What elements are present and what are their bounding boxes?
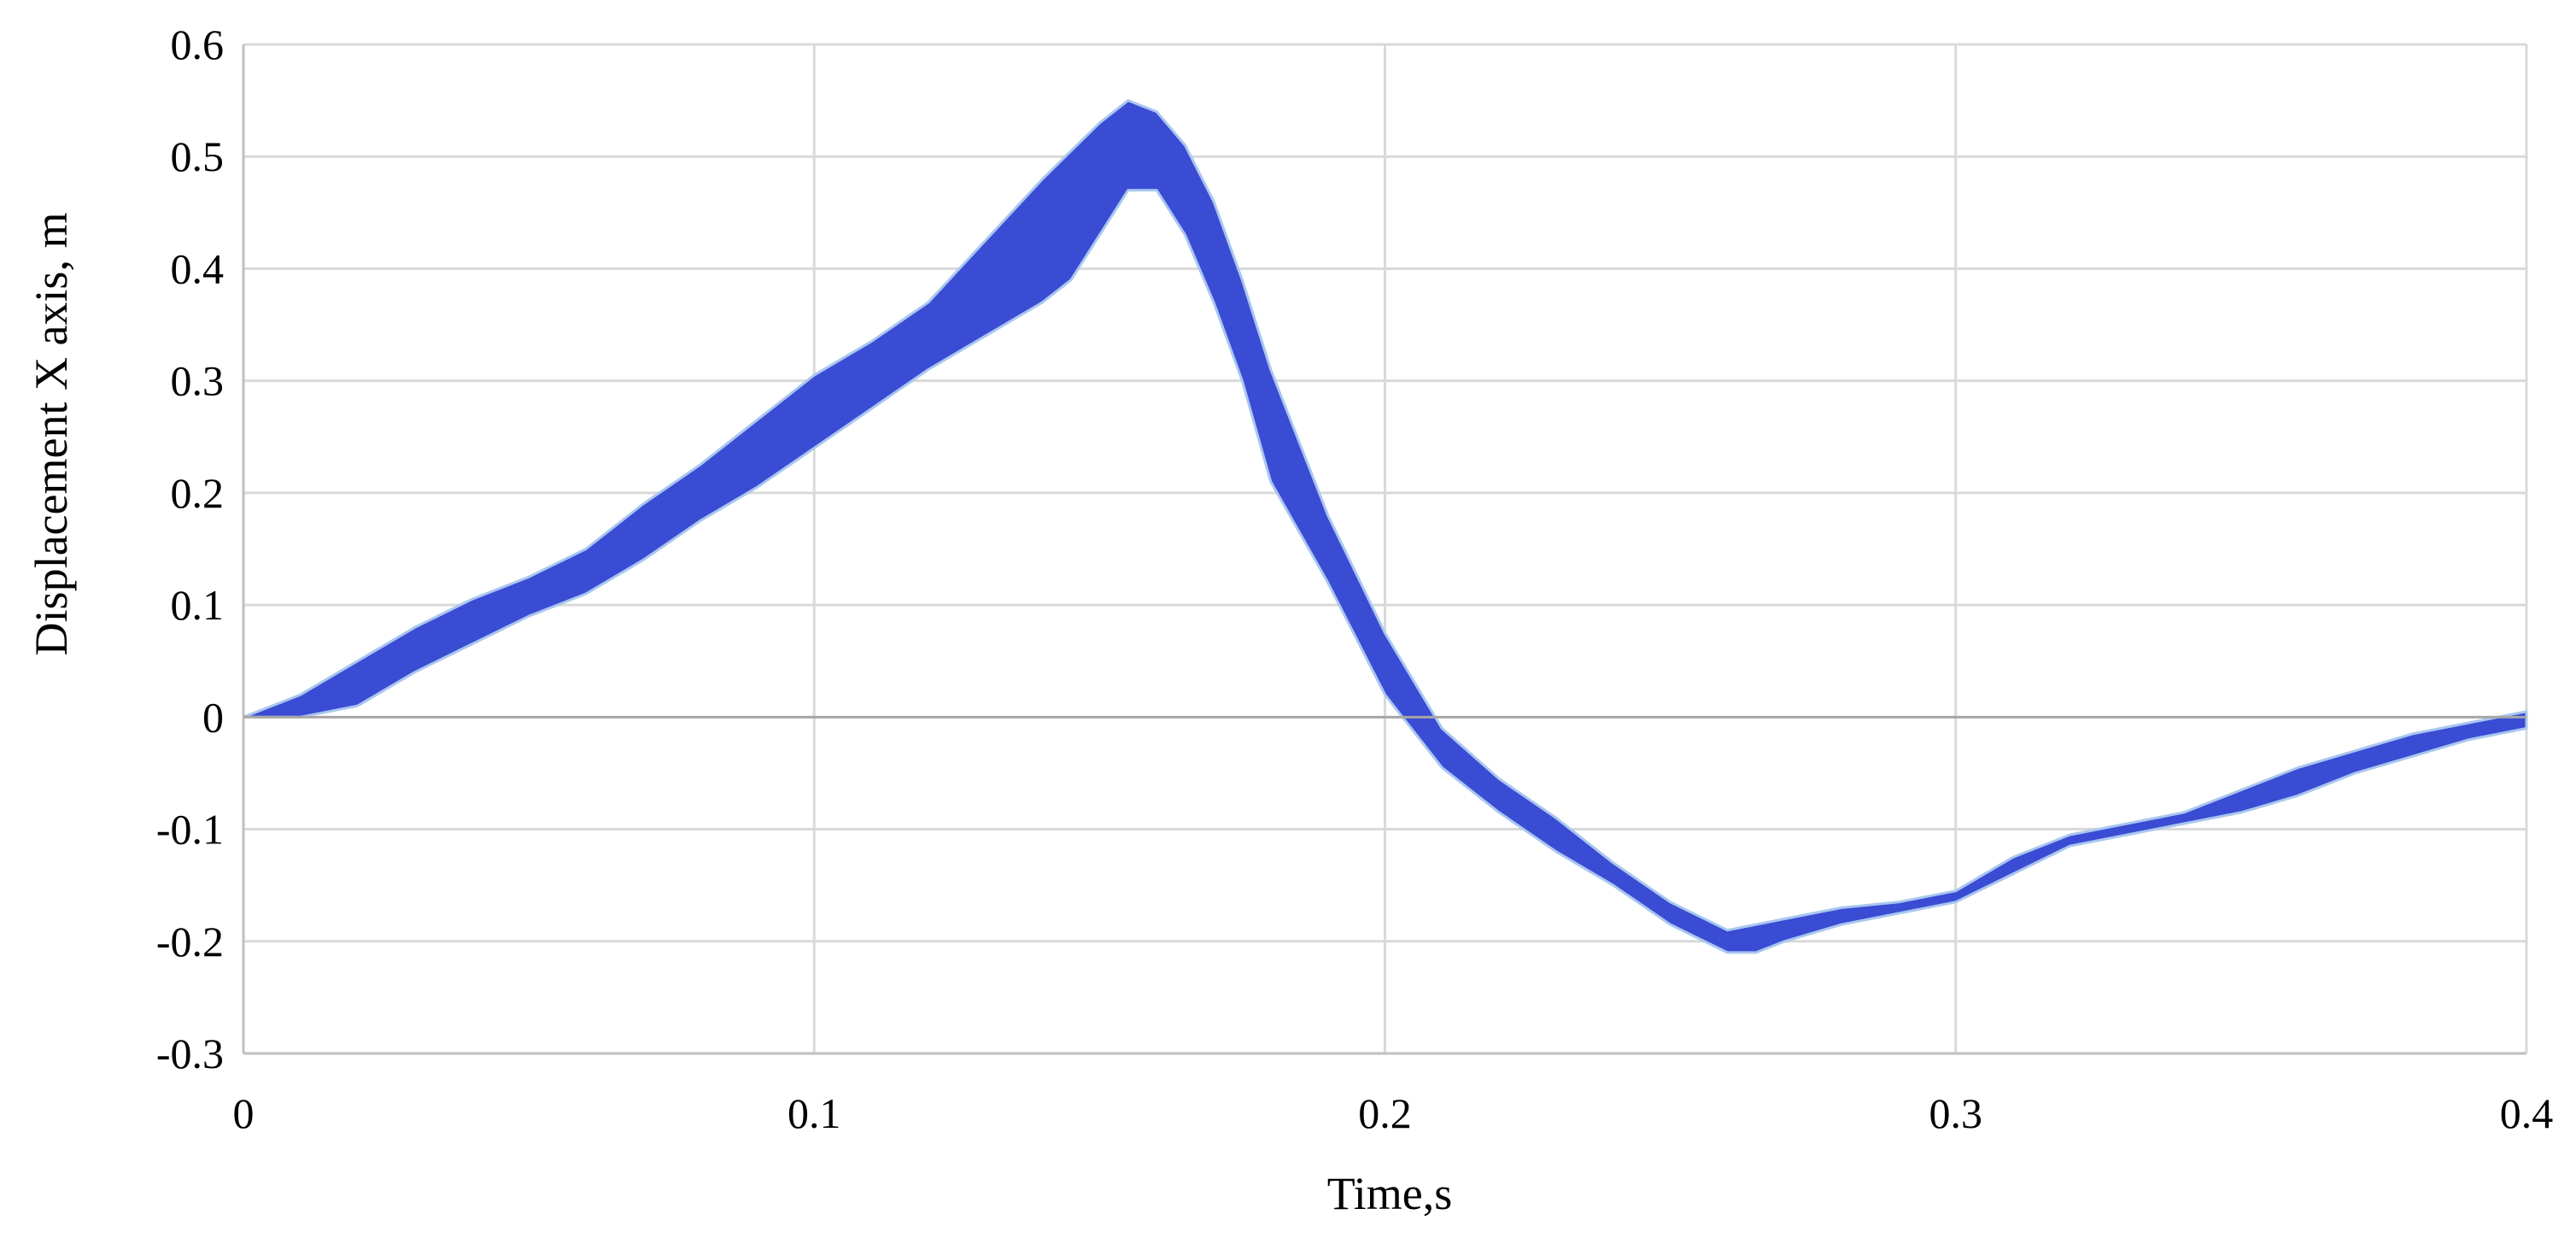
y-tick-label: 0.1 <box>171 581 225 629</box>
x-tick-label: 0.1 <box>787 1089 841 1137</box>
displacement-band <box>242 99 2528 954</box>
x-tick-label: 0 <box>233 1089 255 1137</box>
x-axis-title: Time,s <box>1327 1168 1453 1219</box>
y-tick-label: 0.2 <box>171 469 225 517</box>
y-tick-label: 0.6 <box>171 21 225 68</box>
x-tick-label: 0.3 <box>1929 1089 1983 1137</box>
x-tick-label: 0.4 <box>2500 1089 2554 1137</box>
y-tick-label: 0.4 <box>171 244 225 292</box>
y-tick-label: -0.1 <box>156 806 224 854</box>
plot-area <box>242 99 2528 954</box>
y-tick-label: 0.5 <box>171 132 225 180</box>
y-tick-label: 0 <box>202 693 224 741</box>
axes <box>242 44 2526 1055</box>
x-tick-label: 0.2 <box>1358 1089 1412 1137</box>
y-axis-title: Displacement X axis, m <box>26 213 77 656</box>
x-tick-labels: 0 0.1 0.2 0.3 0.4 <box>233 1089 2554 1137</box>
gridlines <box>243 43 2528 1055</box>
y-tick-label: 0.3 <box>171 357 225 405</box>
y-tick-labels: -0.3 -0.2 -0.1 0 0.1 0.2 0.3 0.4 0.5 0.6 <box>156 21 224 1077</box>
y-tick-label: -0.3 <box>156 1030 224 1077</box>
y-tick-label: -0.2 <box>156 918 224 965</box>
